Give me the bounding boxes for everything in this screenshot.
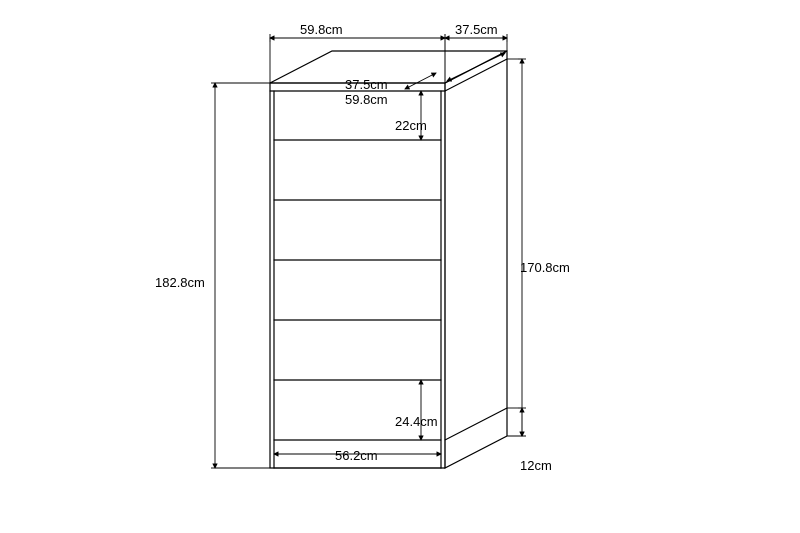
dim-shelf-gap: 24.4cm [395, 414, 438, 429]
dim-height-right: 170.8cm [520, 260, 570, 275]
dim-plinth-h: 12cm [520, 458, 552, 473]
dim-top-gap: 22cm [395, 118, 427, 133]
bookcase-drawing [0, 0, 800, 533]
dim-width-top: 59.8cm [300, 22, 343, 37]
dim-height-left: 182.8cm [155, 275, 205, 290]
dim-inner-clear-w: 56.2cm [335, 448, 378, 463]
dim-inner-depth: 37.5cm [345, 77, 388, 92]
dim-inner-width: 59.8cm [345, 92, 388, 107]
dim-depth-top: 37.5cm [455, 22, 498, 37]
diagram-stage: 59.8cm 37.5cm 37.5cm 59.8cm 22cm 182.8cm… [0, 0, 800, 533]
